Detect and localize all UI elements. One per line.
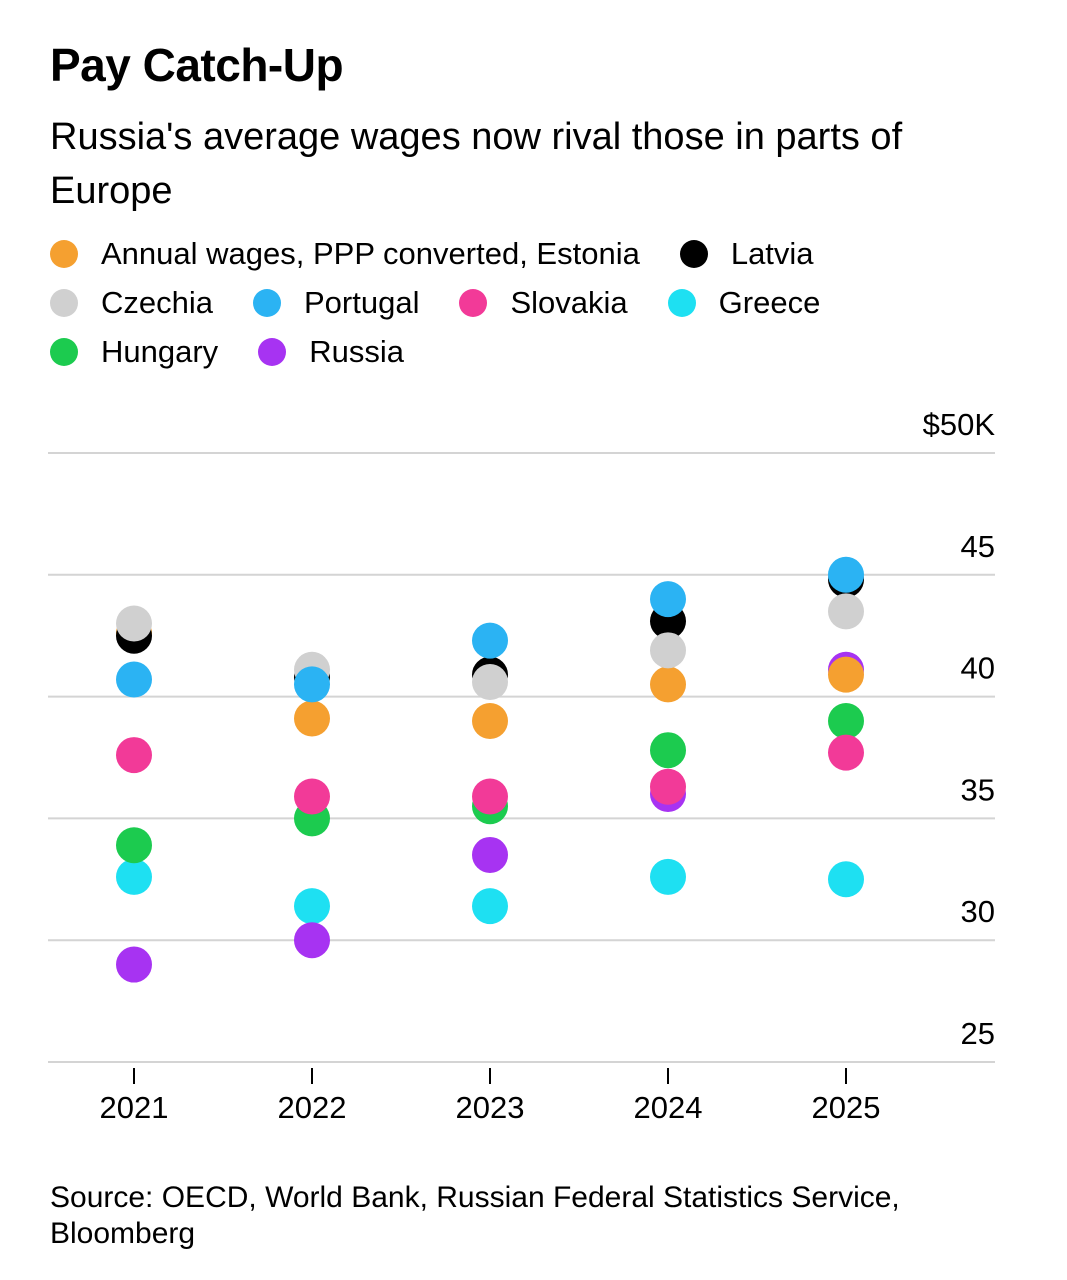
data-point-russia-2023	[472, 836, 508, 873]
x-tick-label: 2024	[634, 1090, 703, 1125]
legend-label: Greece	[718, 285, 821, 320]
data-point-portugal-2024	[650, 581, 686, 618]
legend-swatch	[253, 289, 281, 317]
legend-swatch	[459, 289, 488, 317]
x-tick-label: 2021	[100, 1090, 169, 1125]
legend-label: Russia	[309, 334, 404, 369]
data-point-portugal-2025	[828, 556, 864, 593]
legend-label: Latvia	[730, 236, 814, 271]
data-point-slovakia-2023	[472, 778, 508, 815]
data-point-russia-2021	[116, 946, 152, 983]
data-point-annual-wages-ppp-converted-estonia-2024	[650, 666, 686, 703]
data-point-russia-2022	[294, 922, 330, 959]
data-point-czechia-2023	[472, 663, 508, 700]
legend-label: Czechia	[101, 285, 213, 320]
data-point-czechia-2021	[116, 605, 152, 642]
data-point-portugal-2021	[116, 661, 152, 698]
legend-item-greece: Greece	[667, 285, 821, 321]
source-note: Source: OECD, World Bank, Russian Federa…	[50, 1181, 900, 1250]
data-point-greece-2021	[116, 858, 152, 895]
data-point-hungary-2025	[828, 702, 864, 739]
data-point-slovakia-2022	[294, 778, 330, 815]
legend-item-hungary: Hungary	[50, 334, 218, 370]
data-point-slovakia-2021	[116, 737, 152, 774]
data-point-hungary-2024	[650, 732, 686, 769]
data-point-greece-2025	[828, 861, 864, 898]
y-tick-label: 25	[961, 1016, 995, 1051]
data-point-annual-wages-ppp-converted-estonia-2023	[472, 702, 508, 739]
legend-item-czechia: Czechia	[50, 285, 213, 321]
legend-swatch	[50, 240, 78, 268]
data-point-czechia-2025	[828, 593, 864, 630]
legend-swatch	[258, 338, 287, 366]
legend-item-russia: Russia	[258, 334, 404, 370]
chart-subtitle: Russia's average wages now rival those i…	[50, 116, 903, 212]
data-point-greece-2024	[650, 858, 686, 895]
scatter-chart: 25 30 35 40 45 $50K 2021 2022 2023 2024 2025	[48, 407, 996, 1125]
x-tick-label: 2022	[278, 1090, 347, 1125]
legend-swatch	[50, 338, 78, 366]
data-point-portugal-2022	[294, 666, 330, 703]
data-point-slovakia-2024	[650, 768, 686, 805]
legend-swatch	[679, 240, 708, 268]
x-tick-label: 2025	[812, 1090, 881, 1125]
data-point-annual-wages-ppp-converted-estonia-2022	[294, 700, 330, 737]
y-tick-label: 45	[961, 529, 995, 564]
data-point-slovakia-2025	[828, 734, 864, 771]
data-point-greece-2023	[472, 888, 508, 925]
data-point-portugal-2023	[472, 622, 508, 659]
legend-item-portugal: Portugal	[253, 285, 419, 321]
data-point-czechia-2024	[650, 632, 686, 669]
legend-item-slovakia: Slovakia	[459, 285, 628, 321]
chart-title: Pay Catch-Up	[50, 39, 344, 91]
y-tick-label: 35	[961, 772, 995, 807]
legend-label: Portugal	[304, 285, 420, 320]
legend-label: Annual wages, PPP converted, Estonia	[101, 236, 640, 271]
x-tick-label: 2023	[456, 1090, 525, 1125]
data-point-greece-2022	[294, 888, 330, 925]
legend-label: Hungary	[101, 334, 219, 369]
data-point-annual-wages-ppp-converted-estonia-2025	[828, 656, 864, 693]
legend-item-annual-wages-ppp-converted-estonia: Annual wages, PPP converted, Estonia	[50, 236, 640, 272]
legend: Annual wages, PPP converted, Estonia Latv…	[50, 236, 1030, 370]
legend-item-latvia: Latvia	[679, 236, 814, 272]
legend-label: Slovakia	[510, 285, 628, 320]
y-tick-label: 40	[961, 651, 995, 686]
y-tick-label: 30	[961, 894, 995, 929]
legend-swatch	[50, 289, 78, 317]
y-tick-label: $50K	[923, 407, 996, 442]
data-point-hungary-2021	[116, 827, 152, 864]
legend-swatch	[667, 289, 696, 317]
